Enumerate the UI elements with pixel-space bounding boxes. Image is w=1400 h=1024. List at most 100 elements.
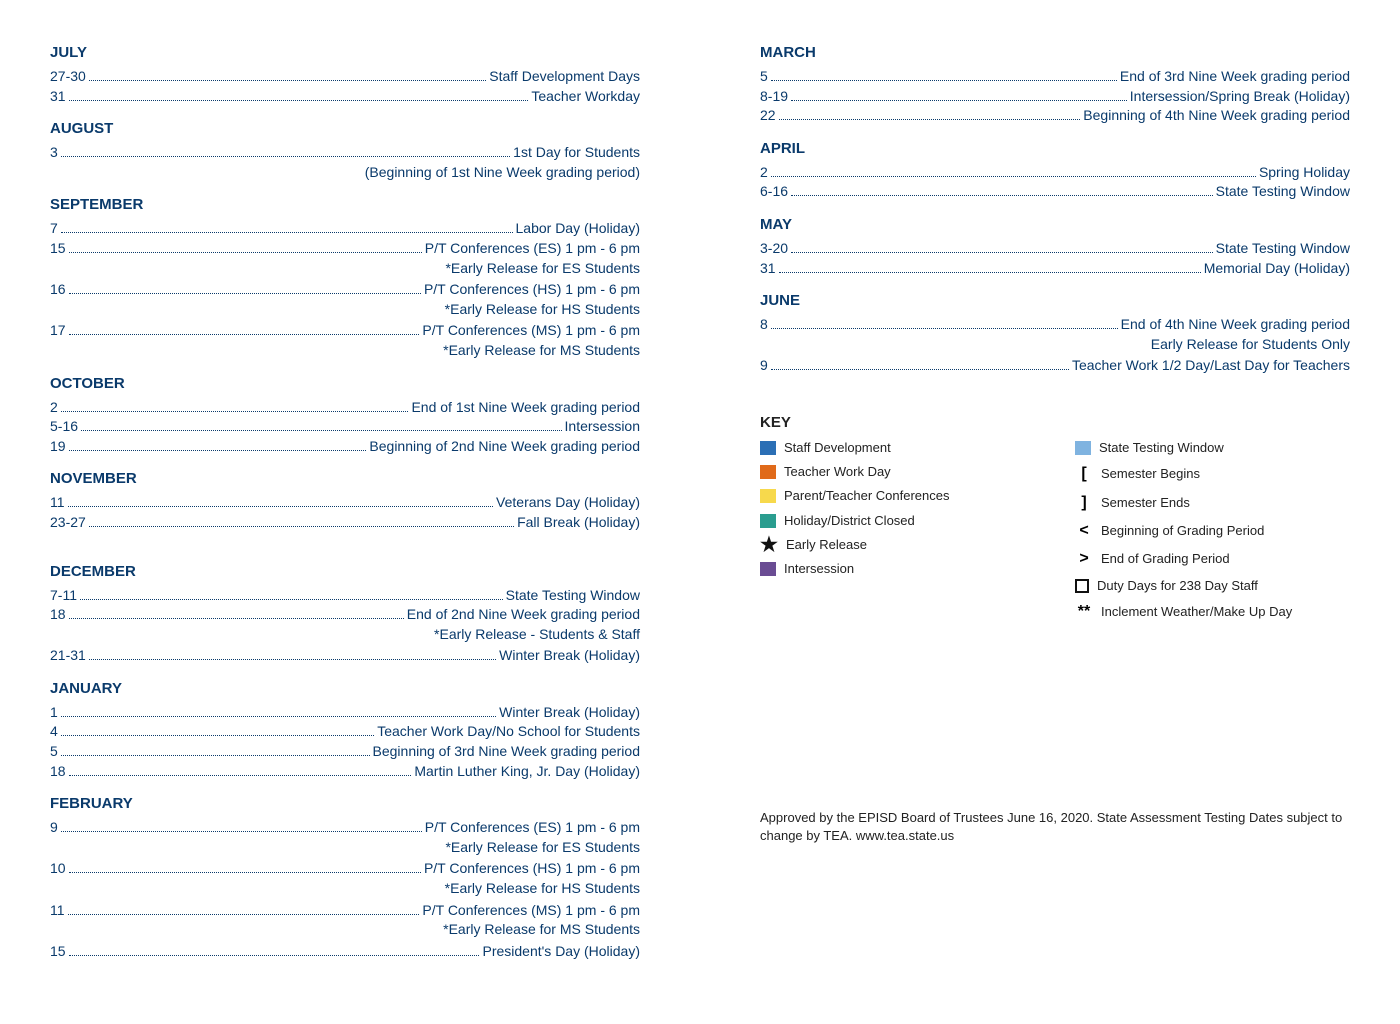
event-row: 7 Labor Day (Holiday) xyxy=(50,219,640,239)
event-row: 31 Memorial Day (Holiday) xyxy=(760,259,1350,279)
month-heading: APRIL xyxy=(760,138,1350,159)
event-desc: Memorial Day (Holiday) xyxy=(1204,259,1350,279)
event-desc: Winter Break (Holiday) xyxy=(499,646,640,666)
event-row: 8-19Intersession/Spring Break (Holiday) xyxy=(760,87,1350,107)
event-date: 15 xyxy=(50,942,66,962)
event-dots xyxy=(69,450,367,451)
key-item: ]Semester Ends xyxy=(1075,492,1350,514)
event-desc: Martin Luther King, Jr. Day (Holiday) xyxy=(414,762,640,782)
event-date: 16 xyxy=(50,280,66,300)
event-date: 22 xyxy=(760,106,776,126)
month-heading: OCTOBER xyxy=(50,373,640,394)
event-desc: Beginning of 4th Nine Week grading perio… xyxy=(1083,106,1350,126)
event-desc: Staff Development Days xyxy=(489,67,640,87)
event-desc: Teacher Work 1/2 Day/Last Day for Teache… xyxy=(1072,356,1350,376)
event-row: 22 Beginning of 4th Nine Week grading per… xyxy=(760,106,1350,126)
key-item: Staff Development xyxy=(760,439,1035,457)
key-item: ★Early Release xyxy=(760,536,1035,554)
event-desc: 1st Day for Students xyxy=(513,143,640,163)
event-dots xyxy=(61,755,370,756)
event-date: 9 xyxy=(50,818,58,838)
event-dots xyxy=(68,914,420,915)
event-desc: End of 3rd Nine Week grading period xyxy=(1120,67,1350,87)
event-date: 23-27 xyxy=(50,513,86,533)
event-dots xyxy=(771,328,1118,329)
key-label: Intersession xyxy=(784,560,854,578)
event-date: 3 xyxy=(50,143,58,163)
event-desc: P/T Conferences (MS) 1 pm - 6 pm xyxy=(422,321,640,341)
event-dots xyxy=(69,293,421,294)
key-item: Teacher Work Day xyxy=(760,463,1035,481)
month-heading: SEPTEMBER xyxy=(50,194,640,215)
key-symbol: ] xyxy=(1075,492,1093,514)
key-label: Teacher Work Day xyxy=(784,463,891,481)
key-label: Beginning of Grading Period xyxy=(1101,522,1264,540)
key-col-right: State Testing Window [Semester Begins ]Sem… xyxy=(1075,439,1350,629)
key-label: Inclement Weather/Make Up Day xyxy=(1101,603,1292,621)
key-swatch xyxy=(1075,441,1091,455)
key-item: ** Inclement Weather/Make Up Day xyxy=(1075,601,1350,623)
event-date: 5 xyxy=(760,67,768,87)
event-dots xyxy=(89,659,496,660)
right-column: MARCH 5 End of 3rd Nine Week grading perio… xyxy=(760,30,1350,961)
event-date: 8-19 xyxy=(760,87,788,107)
event-dots xyxy=(68,506,494,507)
event-dots xyxy=(80,599,503,600)
event-desc: Beginning of 3rd Nine Week grading perio… xyxy=(373,742,640,762)
event-row: 11Veterans Day (Holiday) xyxy=(50,493,640,513)
calendar-page: JULY27-30Staff Development Days31Teacher… xyxy=(50,30,1350,961)
key-swatch xyxy=(760,489,776,503)
key-label: Staff Development xyxy=(784,439,891,457)
event-row: 2End of 1st Nine Week grading period xyxy=(50,398,640,418)
event-date: 19 xyxy=(50,437,66,457)
event-row: 5 End of 3rd Nine Week grading period xyxy=(760,67,1350,87)
event-desc: Spring Holiday xyxy=(1259,163,1350,183)
event-row: 21-31Winter Break (Holiday) xyxy=(50,646,640,666)
key-label: End of Grading Period xyxy=(1101,550,1230,568)
event-dots xyxy=(779,119,1081,120)
spacer xyxy=(50,533,640,549)
event-dots xyxy=(61,411,409,412)
event-date: 1 xyxy=(50,703,58,723)
event-dots xyxy=(779,272,1201,273)
key-item: <Beginning of Grading Period xyxy=(1075,520,1350,542)
event-date: 2 xyxy=(760,163,768,183)
event-desc: Veterans Day (Holiday) xyxy=(496,493,640,513)
event-date: 27-30 xyxy=(50,67,86,87)
key-item: [Semester Begins xyxy=(1075,463,1350,485)
event-row: 4Teacher Work Day/No School for Students xyxy=(50,722,640,742)
event-date: 31 xyxy=(50,87,66,107)
event-row: 23-27Fall Break (Holiday) xyxy=(50,513,640,533)
key-col-left: Staff Development Teacher Work Day Parent/… xyxy=(760,439,1035,629)
footer-note: Approved by the EPISD Board of Trustees … xyxy=(760,809,1350,845)
event-row: 15President's Day (Holiday) xyxy=(50,942,640,962)
key-label: Parent/Teacher Conferences xyxy=(784,487,949,505)
event-desc: End of 2nd Nine Week grading period xyxy=(407,605,640,625)
event-date: 7 xyxy=(50,219,58,239)
event-date: 31 xyxy=(760,259,776,279)
month-heading: MARCH xyxy=(760,42,1350,63)
event-note: Early Release for Students Only xyxy=(760,335,1350,355)
event-row: 2 Spring Holiday xyxy=(760,163,1350,183)
key-section: KEY Staff DevelopmentTeacher Work DayPar… xyxy=(760,412,1350,629)
event-date: 17 xyxy=(50,321,66,341)
key-item: Holiday/District Closed xyxy=(760,512,1035,530)
event-note: *Early Release for ES Students xyxy=(50,838,640,858)
event-dots xyxy=(61,232,513,233)
key-label: State Testing Window xyxy=(1099,439,1224,457)
event-row: 9P/T Conferences (ES) 1 pm - 6 pm xyxy=(50,818,640,838)
event-row: 1Winter Break (Holiday) xyxy=(50,703,640,723)
event-row: 3 1st Day for Students xyxy=(50,143,640,163)
event-desc: Labor Day (Holiday) xyxy=(516,219,641,239)
event-note: *Early Release for MS Students xyxy=(50,341,640,361)
event-desc: P/T Conferences (HS) 1 pm - 6 pm xyxy=(424,859,640,879)
event-dots xyxy=(61,156,510,157)
event-desc: State Testing Window xyxy=(1216,239,1350,259)
month-heading: NOVEMBER xyxy=(50,468,640,489)
event-dots xyxy=(61,716,496,717)
event-dots xyxy=(791,195,1213,196)
key-item: Duty Days for 238 Day Staff xyxy=(1075,577,1350,595)
key-symbol: ** xyxy=(1075,601,1093,623)
event-dots xyxy=(89,526,514,527)
event-date: 4 xyxy=(50,722,58,742)
